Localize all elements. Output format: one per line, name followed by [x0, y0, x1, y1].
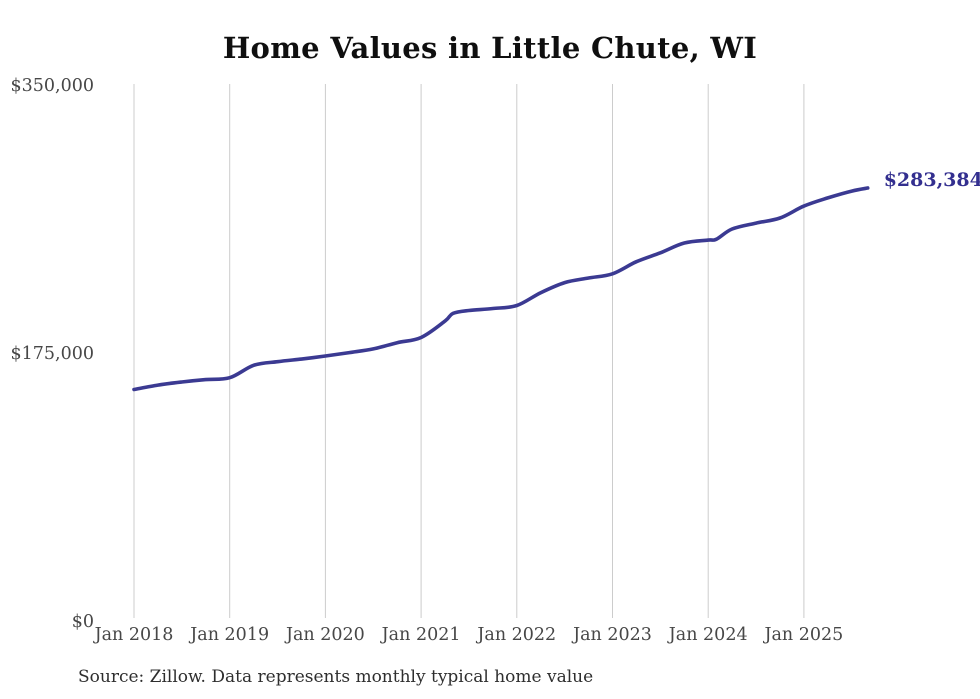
y-tick-label: $175,000: [10, 344, 94, 364]
x-tick-label: Jan 2023: [573, 625, 652, 645]
y-tick-label: $0: [71, 612, 94, 632]
x-tick-label: Jan 2022: [477, 625, 557, 645]
home-value-line: [132, 186, 870, 392]
vertical-gridlines: [133, 84, 805, 618]
x-tick-label: Jan 2020: [285, 625, 365, 645]
x-tick-label: Jan 2024: [668, 625, 748, 645]
latest-value-label: $283,384: [883, 169, 980, 192]
x-tick-label: Jan 2019: [190, 625, 270, 645]
x-tick-label: Jan 2021: [381, 625, 461, 645]
x-tick-label: Jan 2025: [764, 625, 844, 645]
chart-title: Home Values in Little Chute, WI: [222, 31, 758, 65]
source-note: Source: Zillow. Data represents monthly …: [78, 667, 594, 687]
x-tick-label: Jan 2018: [94, 625, 174, 645]
y-tick-label: $350,000: [10, 76, 94, 96]
